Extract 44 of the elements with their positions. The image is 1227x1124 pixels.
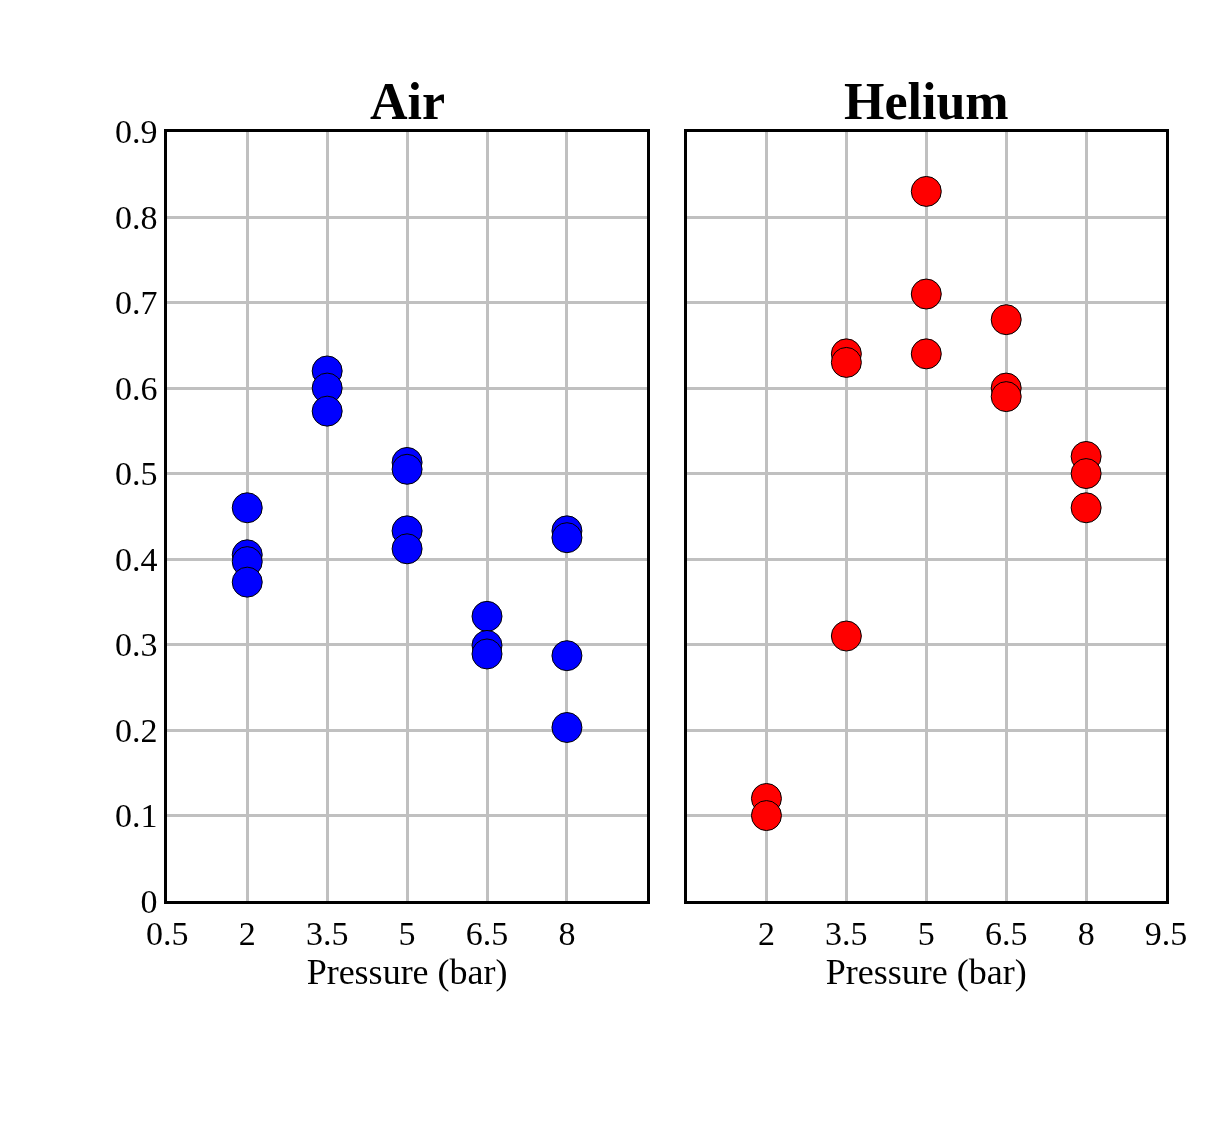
point [830,346,862,378]
point [231,566,263,598]
point [1070,458,1102,490]
point [910,175,942,207]
y-tick-label: 0.1 [115,797,158,835]
point [990,381,1022,413]
point [910,278,942,310]
chart-title: Air [370,73,446,130]
point [391,453,423,485]
x-tick-label: 8 [558,914,576,952]
y-tick-label: 0.5 [115,455,158,493]
point [551,711,583,743]
y-tick-label: 0.4 [115,540,158,578]
point [551,640,583,672]
y-tick-label: 0.9 [115,113,158,151]
x-tick-label: 3.5 [305,914,349,952]
point [471,638,503,670]
point [750,800,782,832]
x-tick-label: 3.5 [825,914,868,952]
point [910,338,942,370]
point [830,620,862,652]
x-tick-label: 6.5 [465,914,509,952]
point [990,304,1022,336]
x-axis-title: Pressure (bar) [306,951,508,992]
x-tick-label: 8 [1077,914,1095,952]
x-tick-label: 9.5 [1144,914,1188,952]
x-tick-label: 5 [398,914,416,952]
y-tick-label: 0.8 [115,198,158,236]
y-tick-label: 0.2 [115,711,158,749]
point [311,395,343,427]
x-tick-label: 2 [757,914,775,952]
y-tick-label: 0.3 [115,626,158,664]
point [391,533,423,565]
point [471,600,503,632]
x-axis-title: Pressure (bar) [825,951,1027,992]
y-tick-label: 0.6 [115,369,158,407]
point [551,522,583,554]
x-tick-label: 5 [917,914,935,952]
chart-title: Helium [844,73,1009,130]
x-tick-label: 2 [238,914,256,952]
y-tick-label: 0.7 [115,284,158,322]
point [231,492,263,524]
point [1070,492,1102,524]
x-tick-label: 6.5 [984,914,1028,952]
